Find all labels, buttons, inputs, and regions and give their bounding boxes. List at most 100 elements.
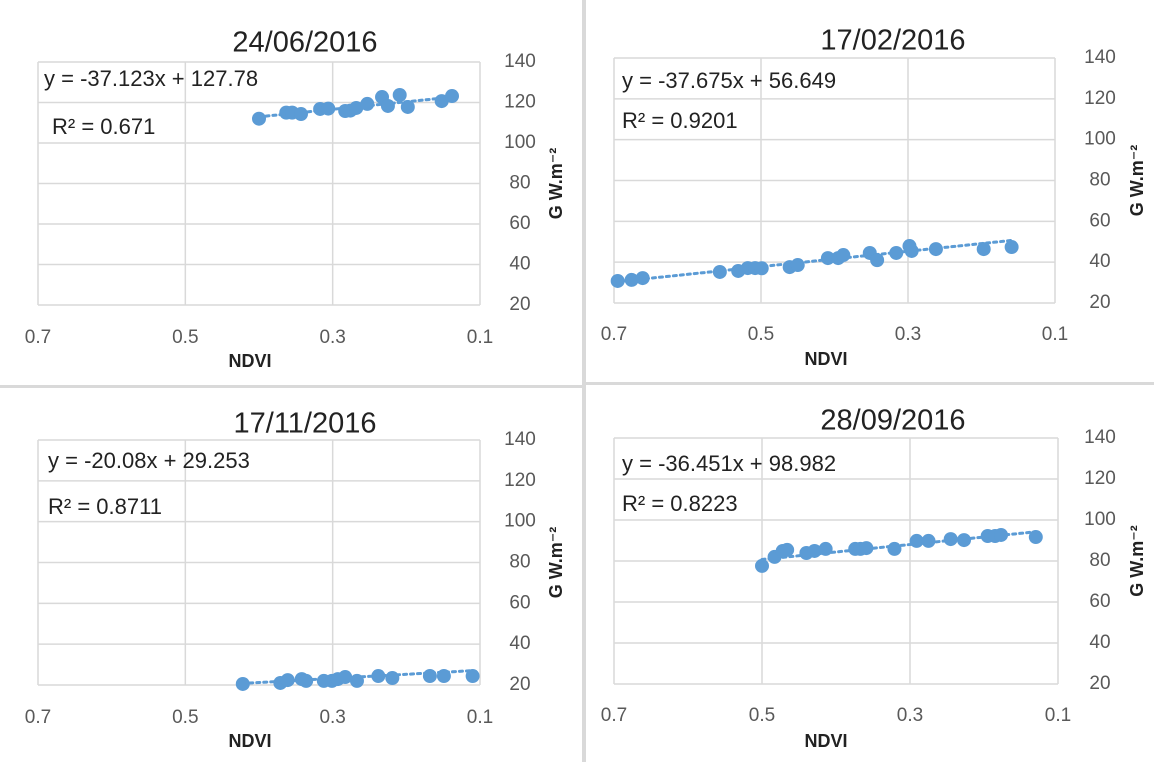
y-tick-label: 40 [509, 633, 530, 654]
y-tick-label: 40 [1089, 251, 1110, 272]
point [235, 676, 250, 691]
x-tick-label: 0.3 [319, 707, 345, 728]
point [436, 669, 451, 684]
point [820, 251, 835, 266]
point [624, 272, 639, 287]
x-axis-title: NDVI [804, 349, 847, 369]
y-tick-label: 100 [504, 132, 536, 153]
y-tick-label: 100 [1084, 509, 1116, 530]
point [445, 89, 460, 104]
point [780, 542, 795, 557]
equation: y = -37.123x + 127.78 [44, 66, 258, 91]
r-squared: R² = 0.8711 [48, 494, 162, 519]
chart-title: 24/06/2016 [232, 27, 377, 59]
point [887, 541, 902, 556]
y-tick-label: 60 [509, 213, 530, 234]
y-tick-label: 60 [1089, 210, 1110, 231]
point [385, 671, 400, 686]
chart-title: 17/11/2016 [234, 408, 377, 440]
y-tick-label: 80 [509, 173, 530, 194]
r-squared: R² = 0.8223 [622, 491, 738, 516]
point [465, 669, 480, 684]
point [360, 96, 375, 111]
point [928, 242, 943, 257]
y-tick-label: 120 [1084, 468, 1116, 489]
point [1004, 240, 1019, 255]
y-tick-label: 80 [509, 552, 530, 573]
y-tick-label: 60 [1089, 591, 1110, 612]
point [957, 533, 972, 548]
y-tick-label: 140 [504, 429, 536, 450]
y-tick-label: 40 [509, 254, 530, 275]
x-axis-title: NDVI [804, 731, 847, 751]
trendline [616, 238, 1014, 284]
point [889, 245, 904, 260]
point [818, 541, 833, 556]
x-tick-label: 0.3 [319, 327, 345, 348]
y-axis-title: G W.m⁻² [1127, 525, 1147, 597]
y-tick-label: 100 [1084, 129, 1116, 150]
y-tick-label: 120 [504, 92, 536, 113]
x-tick-label: 0.5 [749, 705, 775, 726]
point [904, 243, 919, 258]
y-axis-title: G W.m⁻² [546, 527, 566, 599]
y-tick-label: 60 [509, 592, 530, 613]
x-axis-title: NDVI [228, 731, 271, 751]
chart-title: 28/09/2016 [820, 405, 965, 437]
point [380, 98, 395, 113]
point [712, 264, 727, 279]
point [836, 248, 851, 263]
x-tick-label: 0.1 [467, 327, 493, 348]
x-tick-label: 0.7 [601, 324, 627, 345]
point [870, 253, 885, 268]
point [976, 242, 991, 257]
x-tick-label: 0.1 [1045, 705, 1071, 726]
x-tick-label: 0.5 [172, 707, 198, 728]
y-tick-label: 100 [504, 511, 536, 532]
y-tick-label: 120 [1084, 88, 1116, 109]
y-tick-label: 20 [509, 674, 530, 695]
panel [586, 385, 1154, 762]
y-tick-label: 140 [1084, 47, 1116, 68]
r-squared: R² = 0.9201 [622, 108, 738, 133]
x-tick-label: 0.7 [25, 707, 51, 728]
x-tick-label: 0.5 [748, 324, 774, 345]
y-tick-label: 140 [1084, 427, 1116, 448]
point [338, 670, 353, 685]
y-tick-label: 20 [509, 294, 530, 315]
y-axis-title: G W.m⁻² [546, 148, 566, 220]
point [280, 673, 295, 688]
point [755, 558, 769, 573]
point [610, 273, 625, 288]
y-tick-label: 20 [1089, 673, 1110, 694]
point [754, 261, 769, 276]
panel [0, 388, 582, 762]
point [921, 533, 936, 548]
y-tick-label: 80 [1089, 170, 1110, 191]
x-tick-label: 0.5 [172, 327, 198, 348]
x-tick-label: 0.1 [1042, 324, 1068, 345]
point [252, 111, 266, 126]
point [909, 533, 924, 548]
point [790, 258, 805, 273]
equation: y = -36.451x + 98.982 [622, 451, 836, 476]
y-axis-title: G W.m⁻² [1127, 145, 1147, 217]
panel [586, 0, 1154, 382]
point [371, 669, 386, 684]
x-tick-label: 0.3 [895, 324, 921, 345]
point [994, 527, 1009, 542]
equation: y = -20.08x + 29.253 [48, 448, 250, 473]
point [293, 107, 308, 122]
y-tick-label: 140 [504, 51, 536, 72]
point [859, 541, 874, 556]
point [807, 543, 822, 558]
x-tick-label: 0.1 [467, 707, 493, 728]
point [299, 673, 314, 688]
r-squared: R² = 0.671 [52, 114, 155, 139]
y-tick-label: 80 [1089, 550, 1110, 571]
panel [0, 0, 582, 385]
point [392, 88, 407, 103]
y-tick-label: 20 [1089, 292, 1110, 313]
x-axis-title: NDVI [228, 351, 271, 371]
